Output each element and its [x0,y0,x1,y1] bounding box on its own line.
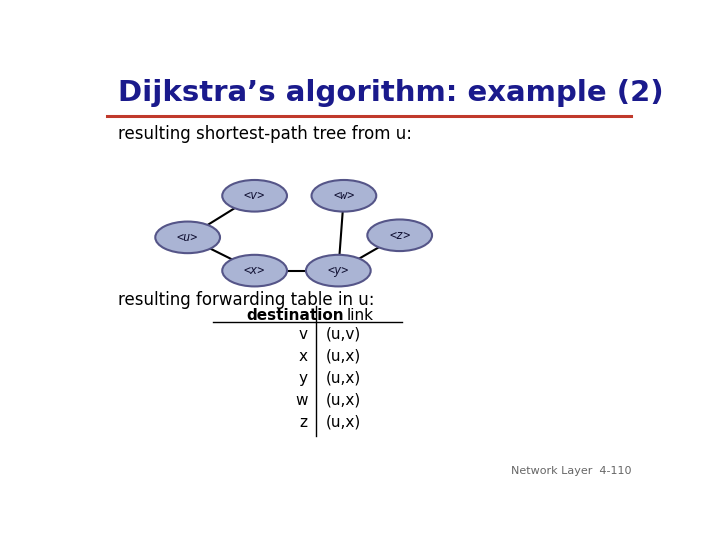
Text: z: z [300,415,307,430]
Text: <u>: <u> [177,231,198,244]
Text: resulting forwarding table in u:: resulting forwarding table in u: [118,292,374,309]
Text: (u,v): (u,v) [326,327,361,342]
Text: (u,x): (u,x) [326,371,361,386]
Ellipse shape [306,255,371,286]
Ellipse shape [312,180,377,212]
Text: w: w [295,393,307,408]
Text: (u,x): (u,x) [326,393,361,408]
Text: y: y [299,371,307,386]
Text: v: v [299,327,307,342]
Ellipse shape [156,221,220,253]
Text: Dijkstra’s algorithm: example (2): Dijkstra’s algorithm: example (2) [118,79,664,107]
Text: link: link [347,308,374,323]
Ellipse shape [222,180,287,212]
Text: <w>: <w> [333,190,354,202]
Text: (u,x): (u,x) [326,415,361,430]
Text: <v>: <v> [244,190,265,202]
Text: (u,x): (u,x) [326,349,361,364]
Text: resulting shortest-path tree from u:: resulting shortest-path tree from u: [118,125,412,143]
Text: <z>: <z> [389,229,410,242]
Ellipse shape [222,255,287,286]
Text: x: x [299,349,307,364]
Text: <y>: <y> [328,264,349,277]
Text: <x>: <x> [244,264,265,277]
Text: destination: destination [246,308,344,323]
Ellipse shape [367,219,432,251]
Text: Network Layer  4-110: Network Layer 4-110 [510,467,631,476]
